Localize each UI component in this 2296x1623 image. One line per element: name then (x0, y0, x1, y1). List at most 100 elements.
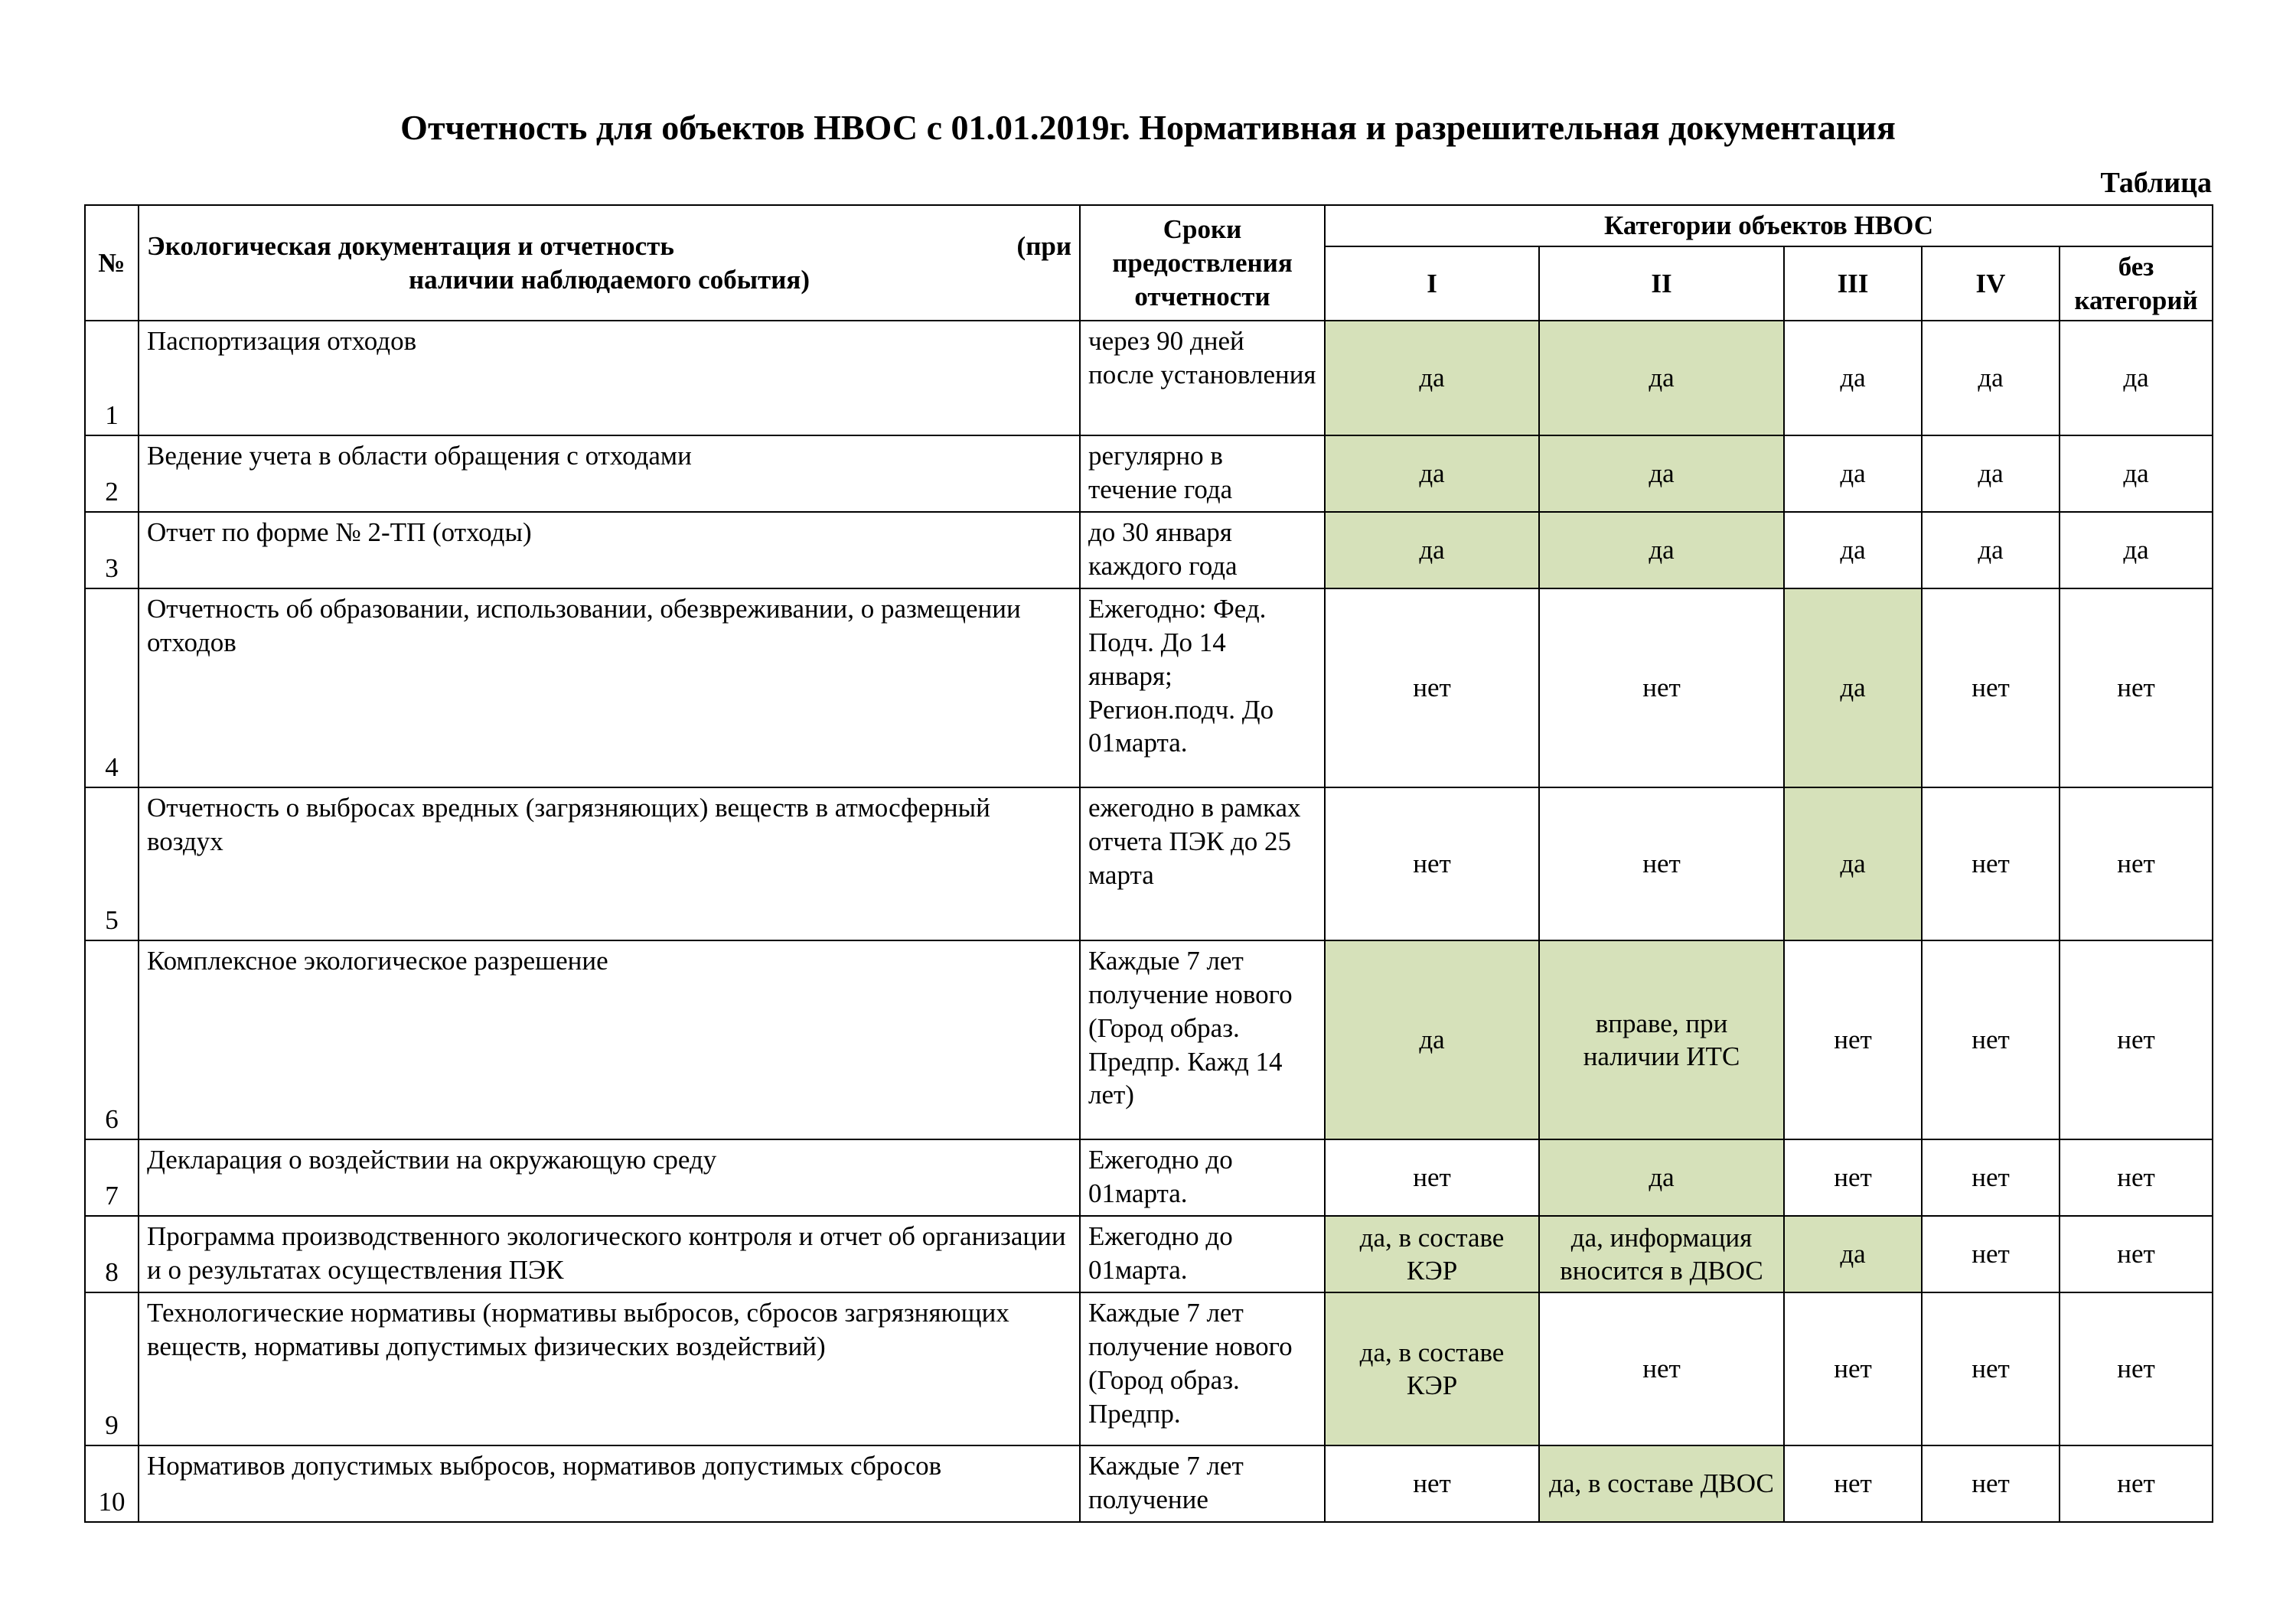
row-category-4: нет (1922, 1292, 2060, 1445)
row-deadline: Ежегодно: Фед. Подч. До 14 января; Регио… (1080, 588, 1325, 787)
table-body: 1Паспортизация отходовчерез 90 дней посл… (85, 321, 2213, 1522)
header-doc-main: Экологическая документация и отчетность (147, 230, 674, 263)
row-description: Декларация о воздействии на окружающую с… (139, 1139, 1080, 1216)
row-category-1: да (1325, 321, 1539, 435)
row-category-2: да (1539, 512, 1784, 588)
header-num: № (85, 205, 139, 321)
table-row: 10Нормативов допустимых выбросов, нормат… (85, 1445, 2213, 1522)
row-category-3: да (1784, 321, 1922, 435)
row-category-3: нет (1784, 1139, 1922, 1216)
table-row: 4Отчетность об образовании, использовани… (85, 588, 2213, 787)
row-description: Технологические нормативы (нормативы выб… (139, 1292, 1080, 1445)
row-number: 5 (85, 787, 139, 940)
row-description: Отчет по форме № 2-ТП (отходы) (139, 512, 1080, 588)
header-cat-4: IV (1922, 246, 2060, 321)
header-cat-2: II (1539, 246, 1784, 321)
row-category-1: да, в составе КЭР (1325, 1216, 1539, 1292)
row-description: Отчетность о выбросах вредных (загрязняю… (139, 787, 1080, 940)
row-deadline: Каждые 7 лет получение нового (Город обр… (1080, 940, 1325, 1139)
row-category-3: нет (1784, 1292, 1922, 1445)
row-category-1: да (1325, 512, 1539, 588)
row-deadline: до 30 января каждого года (1080, 512, 1325, 588)
row-number: 1 (85, 321, 139, 435)
row-deadline: ежегодно в рамках отчета ПЭК до 25 марта (1080, 787, 1325, 940)
table-row: 2Ведение учета в области обращения с отх… (85, 435, 2213, 512)
row-category-2: нет (1539, 588, 1784, 787)
row-category-5: нет (2060, 1139, 2213, 1216)
row-deadline: Каждые 7 лет получение нового (Город обр… (1080, 1292, 1325, 1445)
row-category-4: нет (1922, 787, 2060, 940)
row-category-5: нет (2060, 1216, 2213, 1292)
row-category-2: нет (1539, 787, 1784, 940)
row-category-4: да (1922, 321, 2060, 435)
table-caption: Таблица (84, 166, 2212, 200)
report-table: № Экологическая документация и отчетност… (84, 204, 2213, 1523)
row-number: 3 (85, 512, 139, 588)
table-row: 3Отчет по форме № 2-ТП (отходы)до 30 янв… (85, 512, 2213, 588)
row-number: 8 (85, 1216, 139, 1292)
row-category-5: нет (2060, 940, 2213, 1139)
header-cat-1: I (1325, 246, 1539, 321)
row-category-1: нет (1325, 1139, 1539, 1216)
row-category-1: да, в составе КЭР (1325, 1292, 1539, 1445)
row-category-2: да, в составе ДВОС (1539, 1445, 1784, 1522)
row-number: 4 (85, 588, 139, 787)
row-category-4: нет (1922, 1139, 2060, 1216)
table-row: 9Технологические нормативы (нормативы вы… (85, 1292, 2213, 1445)
row-category-3: да (1784, 588, 1922, 787)
table-row: 6Комплексное экологическое разрешениеКаж… (85, 940, 2213, 1139)
header-deadline: Сроки предоствления отчетности (1080, 205, 1325, 321)
row-category-4: нет (1922, 940, 2060, 1139)
header-cat-none: без категорий (2060, 246, 2213, 321)
row-category-2: вправе, при наличии ИТС (1539, 940, 1784, 1139)
row-category-5: нет (2060, 588, 2213, 787)
row-deadline: Каждые 7 лет получение (1080, 1445, 1325, 1522)
row-category-3: да (1784, 1216, 1922, 1292)
row-deadline: через 90 дней после установления (1080, 321, 1325, 435)
row-category-2: да (1539, 1139, 1784, 1216)
row-category-3: да (1784, 787, 1922, 940)
row-number: 6 (85, 940, 139, 1139)
row-number: 2 (85, 435, 139, 512)
row-description: Паспортизация отходов (139, 321, 1080, 435)
header-cat-3: III (1784, 246, 1922, 321)
row-number: 10 (85, 1445, 139, 1522)
row-number: 7 (85, 1139, 139, 1216)
row-description: Ведение учета в области обращения с отхо… (139, 435, 1080, 512)
row-description: Отчетность об образовании, использовании… (139, 588, 1080, 787)
row-category-1: да (1325, 940, 1539, 1139)
row-category-3: нет (1784, 1445, 1922, 1522)
table-row: 8Программа производственного экологическ… (85, 1216, 2213, 1292)
row-category-1: нет (1325, 787, 1539, 940)
row-category-5: нет (2060, 787, 2213, 940)
row-category-1: нет (1325, 1445, 1539, 1522)
row-category-4: нет (1922, 1445, 2060, 1522)
header-doc-sub: наличии наблюдаемого события) (409, 265, 810, 295)
document-page: { "styling": { "page_width_px": 3000, "p… (0, 0, 2296, 1623)
header-doc-paren: (при (1017, 230, 1071, 263)
row-category-5: да (2060, 435, 2213, 512)
row-category-4: нет (1922, 588, 2060, 787)
row-description: Комплексное экологическое разрешение (139, 940, 1080, 1139)
row-description: Нормативов допустимых выбросов, норматив… (139, 1445, 1080, 1522)
row-category-5: да (2060, 512, 2213, 588)
row-category-3: нет (1784, 940, 1922, 1139)
row-category-2: нет (1539, 1292, 1784, 1445)
row-category-2: да (1539, 435, 1784, 512)
page-title: Отчетность для объектов НВОС с 01.01.201… (84, 107, 2212, 148)
row-category-1: да (1325, 435, 1539, 512)
row-description: Программа производственного экологическо… (139, 1216, 1080, 1292)
row-category-4: да (1922, 435, 2060, 512)
row-category-5: да (2060, 321, 2213, 435)
header-doc: Экологическая документация и отчетность … (139, 205, 1080, 321)
row-category-3: да (1784, 512, 1922, 588)
row-category-4: нет (1922, 1216, 2060, 1292)
row-number: 9 (85, 1292, 139, 1445)
row-category-1: нет (1325, 588, 1539, 787)
row-category-2: да, информация вносится в ДВОС (1539, 1216, 1784, 1292)
row-deadline: Ежегодно до 01марта. (1080, 1139, 1325, 1216)
row-category-5: нет (2060, 1292, 2213, 1445)
table-row: 5Отчетность о выбросах вредных (загрязня… (85, 787, 2213, 940)
table-row: 1Паспортизация отходовчерез 90 дней посл… (85, 321, 2213, 435)
table-row: 7Декларация о воздействии на окружающую … (85, 1139, 2213, 1216)
